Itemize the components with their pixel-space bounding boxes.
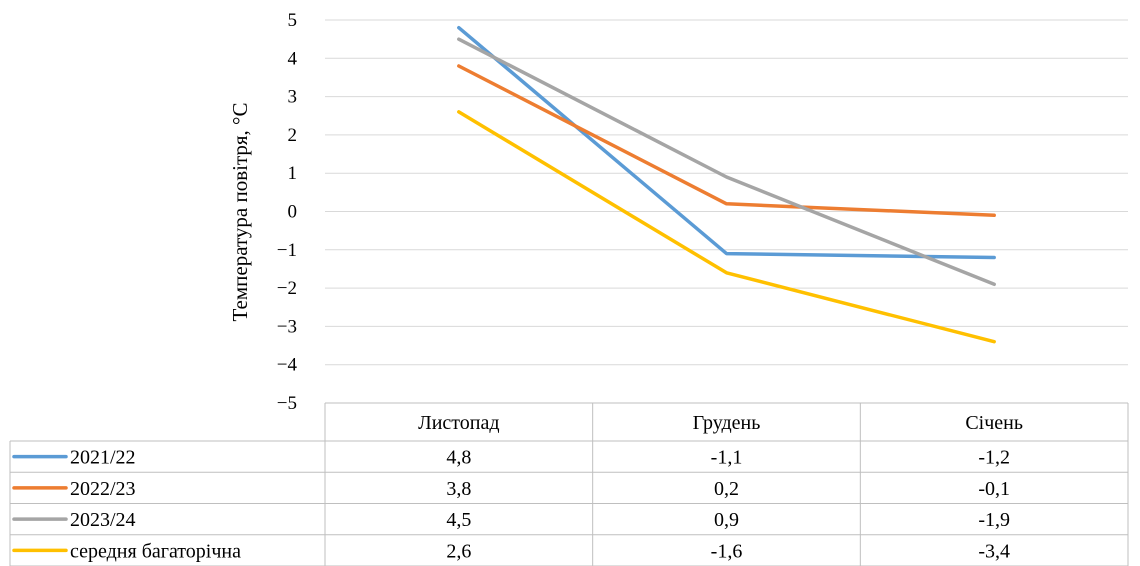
data-value: -1,2 [978,447,1010,469]
y-tick-label: −3 [277,316,297,337]
series-name: середня багаторічна [70,540,241,562]
y-tick-label: 1 [288,163,298,184]
series-name: 2022/23 [70,478,136,500]
series-name: 2023/24 [70,509,136,531]
y-tick-label: −2 [277,278,297,299]
series-line-1 [457,25,996,260]
data-value: -1,9 [978,509,1010,531]
series-name: 2021/22 [70,447,136,469]
series-line-2 [457,64,996,218]
table-row: середня багаторічна 2,6 -1,6 -3,4 [12,540,1010,562]
category-label: Грудень [693,412,761,434]
y-tick-label: 5 [288,10,298,31]
data-value: 0,2 [714,478,739,500]
y-tick-labels: 5 4 3 2 1 0 −1 −2 −3 −4 −5 [277,10,298,414]
data-value: 0,9 [714,509,739,531]
y-tick-label: 4 [288,48,298,69]
series-lines [457,25,996,344]
category-label: Листопад [418,412,499,434]
y-tick-label: 2 [288,125,298,146]
grid-lines [325,19,1128,366]
data-value: 2,6 [446,540,471,562]
table-row: 2021/22 4,8 -1,1 -1,2 [12,447,1010,469]
table-row: 2022/23 3,8 0,2 -0,1 [12,478,1010,500]
series-line-4 [457,110,996,344]
data-value: -1,6 [711,540,743,562]
y-tick-label: 0 [288,202,298,223]
table-row: 2023/24 4,5 0,9 -1,9 [12,509,1010,531]
data-value: -3,4 [978,540,1010,562]
y-tick-label: −4 [277,355,298,376]
y-axis-title: Температура повітря, °С [228,103,252,322]
y-tick-label: 3 [288,87,298,108]
series-line-3 [457,37,996,287]
y-tick-label: −1 [277,240,297,261]
data-value: -0,1 [978,478,1010,500]
data-value: -1,1 [711,447,743,469]
data-value: 3,8 [446,478,471,500]
y-tick-label: −5 [277,393,297,414]
category-label: Січень [965,412,1023,434]
data-value: 4,8 [446,447,471,469]
data-value: 4,5 [446,509,471,531]
